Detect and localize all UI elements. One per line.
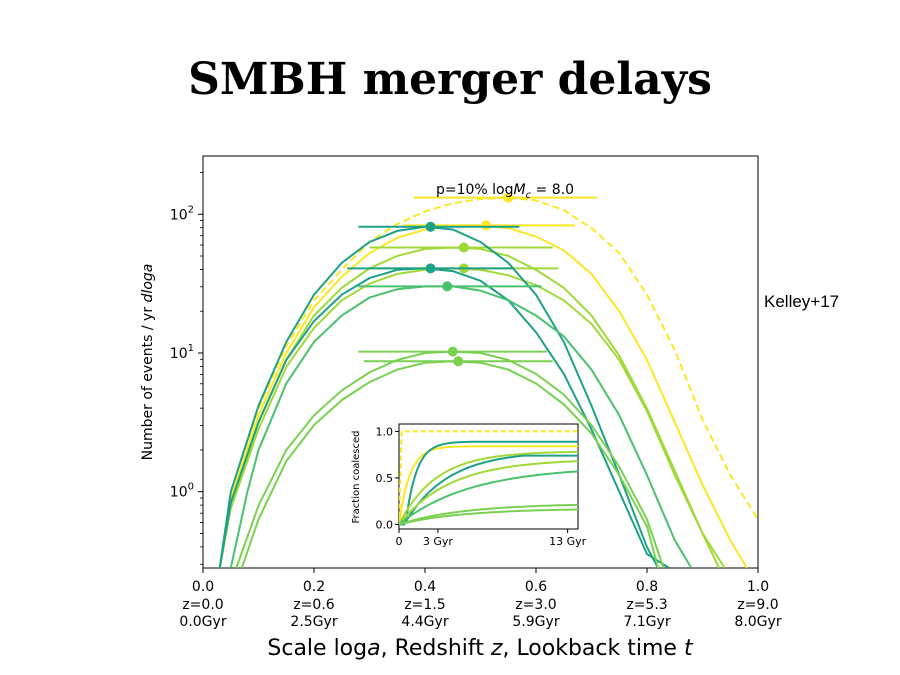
inset-series-layer xyxy=(399,430,578,526)
x-tick-redshift-4: z=5.3 xyxy=(626,597,667,613)
x-tick-redshift-1: z=0.6 xyxy=(293,597,334,613)
credit-label: Kelley+17 xyxy=(764,292,840,311)
x-tick-label-0: 0.0 xyxy=(192,579,214,595)
inset-series-line-8 xyxy=(399,508,578,526)
x-tick-time-5: 8.0Gyr xyxy=(734,614,781,630)
x-tick-redshift-0: z=0.0 xyxy=(182,597,223,613)
x-tick-redshift-5: z=9.0 xyxy=(737,597,778,613)
x-tick-time-2: 4.4Gyr xyxy=(401,614,448,630)
x-tick-label-2: 0.4 xyxy=(414,579,436,595)
x-tick-label-5: 1.0 xyxy=(747,579,769,595)
inset-y-tick-label-1: 0.5 xyxy=(376,472,394,485)
x-tick-redshift-3: z=3.0 xyxy=(515,597,556,613)
x-tick-redshift-2: z=1.5 xyxy=(404,597,445,613)
inset-y-tick-label-2: 1.0 xyxy=(376,425,394,438)
series-peak-point-1 xyxy=(481,220,492,231)
series-peak-point-6 xyxy=(442,281,453,292)
inset-series-line-6 xyxy=(399,470,578,526)
x-tick-time-1: 2.5Gyr xyxy=(290,614,337,630)
inset-chart: 0 3 Gyr 13 Gyr 0.0 0.5 1.0 Fraction coalesced xyxy=(351,423,587,548)
x-tick-label-4: 0.8 xyxy=(636,579,658,595)
x-tick-label-3: 0.6 xyxy=(525,579,547,595)
series-peak-point-0 xyxy=(503,192,514,203)
y-tick-label-1: 101 xyxy=(170,343,194,362)
inset-series-line-0 xyxy=(399,430,578,525)
x-tick-label-1: 0.2 xyxy=(303,579,325,595)
inset-x-tick-label-1: 3 Gyr xyxy=(423,535,454,548)
x-tick-time-0: 0.0Gyr xyxy=(179,614,226,630)
inset-series-line-5 xyxy=(399,460,578,526)
x-tick-time-3: 5.9Gyr xyxy=(512,614,559,630)
inset-series-line-3 xyxy=(399,450,578,525)
series-layer xyxy=(218,192,758,568)
series-peak-point-8 xyxy=(453,356,464,367)
inset-series-line-7 xyxy=(399,503,578,526)
y-axis-label: Number of events / yr dloga xyxy=(140,264,156,461)
series-peak-point-7 xyxy=(447,346,458,357)
series-peak-point-4 xyxy=(425,221,436,232)
series-line-0 xyxy=(218,196,758,568)
x-axis: 0.0 z=0.00.0Gyr 0.2 z=0.62.5Gyr 0.4 z=1.54.4G… xyxy=(179,568,782,630)
chart-annotation: p=10% logMc = 8.0 xyxy=(436,182,574,201)
inset-series-line-4 xyxy=(399,454,578,526)
inset-y-tick-label-0: 0.0 xyxy=(376,518,394,531)
inset-axes: 0 3 Gyr 13 Gyr 0.0 0.5 1.0 xyxy=(376,425,587,548)
inset-x-tick-label-0: 0 xyxy=(396,535,403,548)
y-tick-label-0: 100 xyxy=(170,482,194,501)
slide-title: SMBH merger delays xyxy=(188,54,712,105)
series-line-4 xyxy=(218,225,659,568)
inset-x-tick-label-2: 13 Gyr xyxy=(549,535,587,548)
y-axis: 100 101 102 xyxy=(170,172,203,565)
series-peak-point-5 xyxy=(425,263,436,274)
series-peak-point-2 xyxy=(458,242,469,253)
inset-y-axis-label: Fraction coalesced xyxy=(351,431,362,524)
x-tick-time-4: 7.1Gyr xyxy=(623,614,670,630)
x-axis-label: Scale loga, Redshift z, Lookback time t xyxy=(267,636,694,661)
inset-series-line-2 xyxy=(399,440,578,526)
y-tick-label-2: 102 xyxy=(170,204,194,223)
